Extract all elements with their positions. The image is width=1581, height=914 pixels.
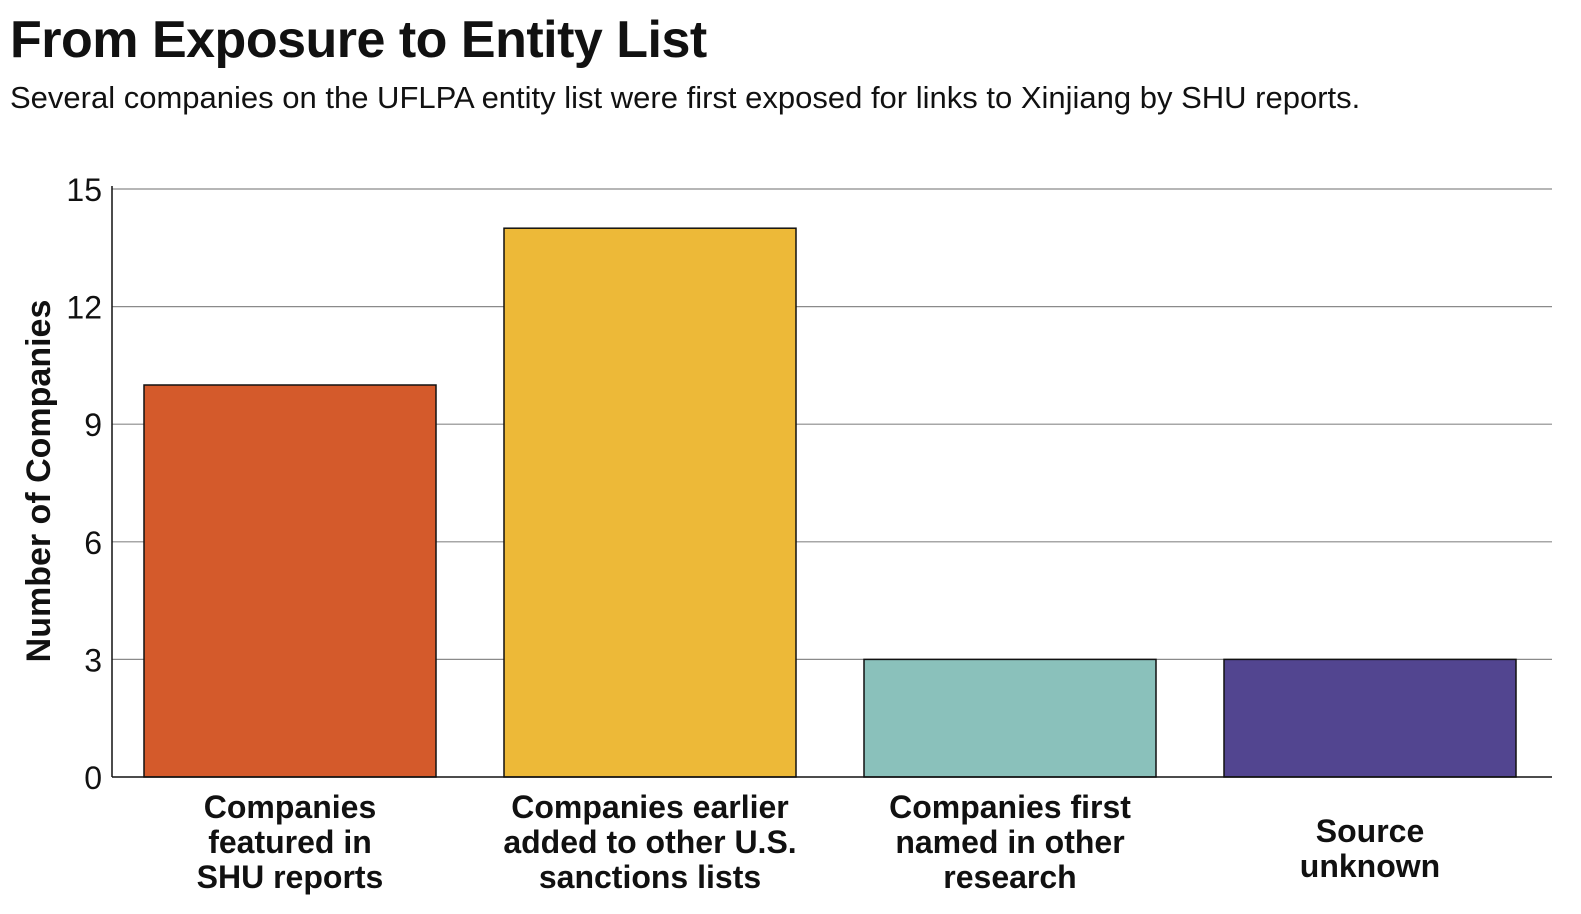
x-category-label-4: Source unknown	[1300, 813, 1440, 884]
chart-subtitle: Several companies on the UFLPA entity li…	[10, 80, 1361, 115]
y-axis-label: Number of Companies	[20, 300, 58, 663]
chart-title: From Exposure to Entity List	[10, 11, 707, 69]
y-tick-label-15: 15	[66, 172, 102, 208]
bar-3	[863, 658, 1157, 778]
y-tick-label-9: 9	[84, 407, 102, 443]
bar-1	[143, 384, 437, 778]
bar-4	[1223, 658, 1517, 778]
y-tick-label-3: 3	[84, 642, 102, 678]
y-tick-label-12: 12	[66, 290, 102, 326]
x-category-label-1: Companies featured in SHU reports	[197, 789, 384, 895]
y-tick-label-6: 6	[84, 525, 102, 561]
x-category-label-3: Companies first named in other research	[889, 789, 1131, 895]
x-category-label-2: Companies earlier added to other U.S. sanc…	[503, 789, 796, 895]
y-tick-label-0: 0	[84, 760, 102, 796]
bar-2	[503, 227, 797, 778]
